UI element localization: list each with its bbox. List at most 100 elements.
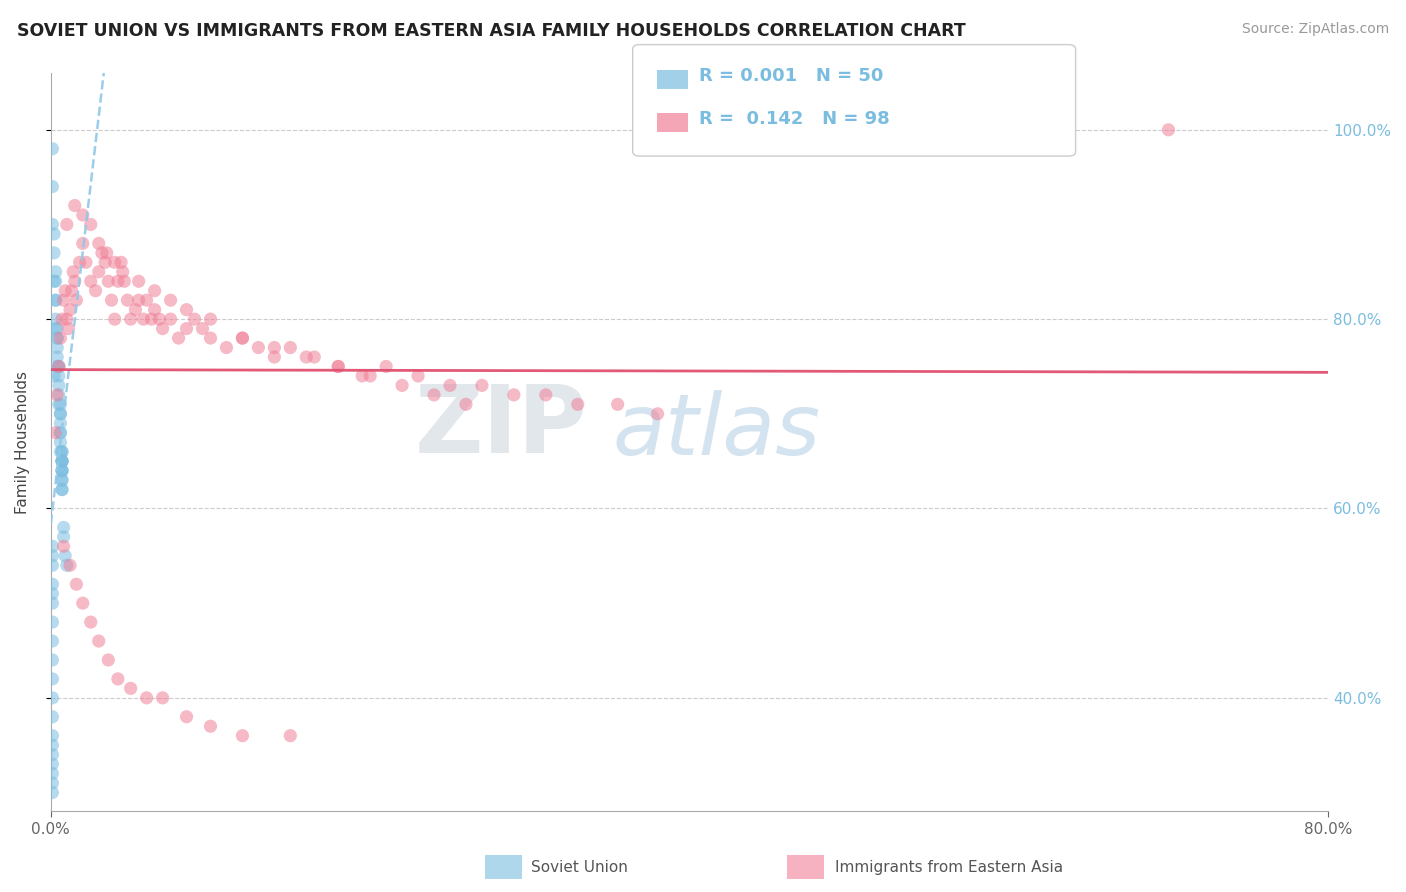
Point xyxy=(41,729,63,743)
Point xyxy=(41,596,63,610)
Point xyxy=(45,293,67,308)
Point xyxy=(328,359,350,374)
Point xyxy=(104,312,127,326)
Point xyxy=(51,444,73,458)
Point xyxy=(72,596,94,610)
Point xyxy=(200,719,222,733)
Point xyxy=(152,321,174,335)
Point xyxy=(41,653,63,667)
Point xyxy=(41,615,63,629)
Point xyxy=(80,274,103,288)
Point xyxy=(49,435,72,450)
Point xyxy=(51,454,73,468)
Point xyxy=(49,425,72,440)
Point xyxy=(48,397,70,411)
Point xyxy=(41,218,63,232)
Point xyxy=(41,757,63,772)
Point xyxy=(359,368,381,383)
Point xyxy=(72,236,94,251)
Point xyxy=(49,444,72,458)
Text: R =  0.142   N = 98: R = 0.142 N = 98 xyxy=(699,110,890,128)
Point xyxy=(167,331,190,345)
Point xyxy=(263,350,285,364)
Point xyxy=(41,558,63,573)
Point xyxy=(247,341,270,355)
Point xyxy=(45,425,67,440)
Point xyxy=(51,464,73,478)
Point xyxy=(49,425,72,440)
Text: atlas: atlas xyxy=(613,390,821,473)
Point xyxy=(96,245,118,260)
Point xyxy=(471,378,494,392)
Point xyxy=(41,587,63,601)
Point xyxy=(41,738,63,752)
Point xyxy=(46,331,69,345)
Text: Source: ZipAtlas.com: Source: ZipAtlas.com xyxy=(1241,22,1389,37)
Point xyxy=(65,293,87,308)
Point xyxy=(41,747,63,762)
Point xyxy=(183,312,205,326)
Point xyxy=(231,331,253,345)
Point xyxy=(391,378,413,392)
Point xyxy=(45,312,67,326)
Point xyxy=(49,331,72,345)
Point xyxy=(439,378,461,392)
Point xyxy=(231,729,253,743)
Point xyxy=(148,312,170,326)
Point xyxy=(58,321,80,335)
Point xyxy=(41,690,63,705)
Point xyxy=(87,236,110,251)
Point xyxy=(51,464,73,478)
Point xyxy=(423,388,446,402)
Point xyxy=(152,690,174,705)
Point xyxy=(48,378,70,392)
Point xyxy=(45,274,67,288)
Point xyxy=(104,255,127,269)
Point xyxy=(59,558,82,573)
Point xyxy=(111,265,134,279)
Point xyxy=(63,198,86,212)
Point xyxy=(176,302,198,317)
Point xyxy=(48,359,70,374)
Point xyxy=(200,312,222,326)
Point xyxy=(41,710,63,724)
Point xyxy=(41,142,63,156)
Point xyxy=(135,690,157,705)
Point xyxy=(97,653,120,667)
Point xyxy=(94,255,117,269)
Point xyxy=(80,218,103,232)
Point xyxy=(295,350,318,364)
Point xyxy=(49,407,72,421)
Point xyxy=(90,245,112,260)
Point xyxy=(1157,122,1180,136)
Point xyxy=(42,245,65,260)
Point xyxy=(51,483,73,497)
Point xyxy=(69,255,91,269)
Point xyxy=(51,464,73,478)
Point xyxy=(63,274,86,288)
Point xyxy=(304,350,326,364)
Point xyxy=(454,397,477,411)
Point xyxy=(159,312,181,326)
Point xyxy=(41,540,63,554)
Point xyxy=(143,302,166,317)
Point xyxy=(41,672,63,686)
Point xyxy=(49,397,72,411)
Point xyxy=(328,359,350,374)
Point xyxy=(46,321,69,335)
Point xyxy=(263,341,285,355)
Point xyxy=(159,293,181,308)
Point xyxy=(45,265,67,279)
Point xyxy=(48,368,70,383)
Point xyxy=(135,293,157,308)
Point xyxy=(46,331,69,345)
Point xyxy=(647,407,669,421)
Point xyxy=(97,274,120,288)
Point xyxy=(107,672,129,686)
Point xyxy=(53,549,76,563)
Point xyxy=(606,397,628,411)
Point xyxy=(60,284,83,298)
Point xyxy=(46,359,69,374)
Point xyxy=(41,179,63,194)
Point xyxy=(51,444,73,458)
